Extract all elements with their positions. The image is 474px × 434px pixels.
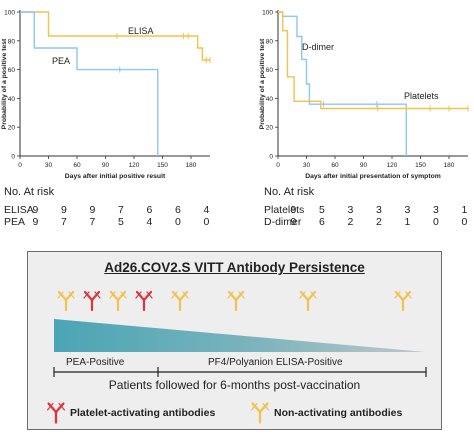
- y-axis-label: Probability of a positive test: [1, 38, 8, 129]
- risk-value: 9: [61, 204, 67, 216]
- x-tick-label: 0: [18, 162, 22, 169]
- risk-value: 0: [203, 216, 210, 228]
- risk-value: 6: [319, 216, 325, 228]
- y-tick-label: 20: [266, 125, 274, 132]
- follow-up-caption: Patients followed for 6-months post-vacc…: [108, 378, 361, 392]
- x-tick-label: 120: [129, 162, 140, 169]
- risk-value: 0: [175, 216, 181, 228]
- x-tick-label: 90: [360, 162, 368, 169]
- x-tick-label: 180: [186, 162, 197, 169]
- risk-table-right-title: No. At risk: [264, 186, 315, 198]
- y-tick-label: 40: [8, 96, 16, 103]
- risk-value: 5: [118, 216, 124, 228]
- risk-value: 1: [461, 204, 468, 216]
- risk-value: 9: [290, 216, 297, 228]
- x-tick-label: 120: [387, 162, 398, 169]
- y-tick-label: 0: [11, 154, 15, 161]
- panel-graphics: [46, 290, 427, 424]
- risk-value: 7: [61, 216, 67, 228]
- risk-row-label: Platelets: [264, 204, 305, 216]
- antibody-yellow-icon: [171, 290, 189, 312]
- risk-value: 3: [376, 204, 382, 216]
- risk-value: 4: [203, 204, 210, 216]
- legend-red-label: Platelet-activating antibodies: [70, 407, 216, 419]
- x-tick-label: 180: [444, 162, 455, 169]
- antibody-yellow-icon: [299, 290, 317, 312]
- risk-value: 9: [290, 204, 297, 216]
- risk-value: 7: [118, 204, 124, 216]
- risk-value: 2: [347, 216, 354, 228]
- antibody-red-icon: [83, 290, 101, 312]
- y-tick-label: 80: [266, 38, 274, 45]
- legend-red-antibody-icon: [46, 402, 66, 424]
- x-tick-label: 30: [45, 162, 53, 169]
- risk-value: 2: [376, 216, 382, 228]
- risk-value: 3: [404, 204, 411, 216]
- antibody-yellow-icon: [109, 290, 127, 312]
- x-tick-label: 0: [276, 162, 280, 169]
- series-label-elisa: ELISA: [128, 26, 154, 36]
- y-tick-label: 100: [262, 10, 273, 17]
- antibody-yellow-icon: [394, 290, 412, 312]
- risk-value: 9: [32, 204, 39, 216]
- y-tick-label: 0: [269, 154, 273, 161]
- risk-value: 9: [89, 204, 96, 216]
- x-tick-label: 30: [303, 162, 311, 169]
- risk-value: 7: [89, 216, 96, 228]
- y-tick-label: 60: [8, 67, 16, 74]
- risk-value: 6: [146, 204, 153, 216]
- series-label-platelets: Platelets: [404, 91, 439, 101]
- series-line-elisa: [20, 11, 210, 61]
- risk-value: 3: [347, 204, 354, 216]
- risk-value: 0: [461, 216, 468, 228]
- series-line-platelets: [278, 11, 468, 110]
- series-line-d-dimer: [278, 11, 407, 156]
- pea-positive-label: PEA-Positive: [66, 357, 125, 368]
- series-line-pea: [20, 11, 159, 156]
- panel-title: Ad26.COV2.S VITT Antibody Persistence: [104, 260, 365, 275]
- risk-value: 5: [319, 204, 325, 216]
- y-tick-label: 100: [4, 10, 15, 17]
- risk-value: 9: [32, 216, 39, 228]
- risk-value: 1: [404, 216, 411, 228]
- risk-value: 3: [433, 204, 439, 216]
- x-tick-label: 150: [157, 162, 168, 169]
- risk-value: 0: [433, 216, 439, 228]
- y-tick-label: 80: [8, 38, 16, 45]
- risk-value: 6: [175, 204, 181, 216]
- antibody-icons: [46, 290, 412, 424]
- antibody-red-icon: [135, 290, 153, 312]
- x-tick-label: 90: [102, 162, 110, 169]
- risk-table-left-title: No. At risk: [4, 186, 55, 198]
- risk-value: 4: [146, 216, 153, 228]
- chart-elisa-pea: 0 20 40 60 80 100 0 30 60 90 120 150 180 Days after i…: [1, 10, 211, 180]
- y-axis-label: Probability of a positive test: [259, 38, 266, 129]
- x-axis-label: Days after initial positive result: [65, 173, 166, 180]
- legend-yellow-antibody-icon: [250, 402, 270, 424]
- x-axis-label: Days after initial presentation of sympt…: [305, 173, 441, 180]
- risk-row-label: D-dimer: [264, 216, 302, 228]
- x-tick-label: 60: [331, 162, 339, 169]
- x-tick-label: 150: [415, 162, 426, 169]
- series-label-ddimer: D-dimer: [302, 42, 334, 52]
- y-tick-label: 60: [266, 67, 274, 74]
- elisa-positive-label: PF4/Polyanion ELISA-Positive: [208, 357, 343, 368]
- antibody-yellow-icon: [57, 290, 75, 312]
- y-tick-label: 20: [8, 125, 16, 132]
- legend-yellow-label: Non-activating antibodies: [274, 407, 403, 419]
- x-tick-label: 60: [73, 162, 81, 169]
- antibody-persistence-panel: Ad26.COV2.S VITT Antibody Persistence PE…: [27, 251, 442, 430]
- risk-row-label: ELISA: [4, 204, 34, 216]
- risk-row-label: PEA: [4, 216, 26, 228]
- declining-wedge: [54, 319, 426, 352]
- y-tick-label: 40: [266, 96, 274, 103]
- series-label-pea: PEA: [52, 56, 70, 66]
- antibody-yellow-icon: [227, 290, 245, 312]
